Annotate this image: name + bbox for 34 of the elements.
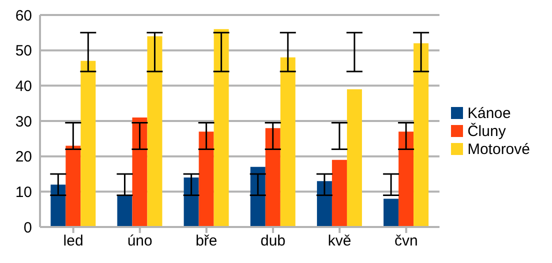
y-tick-label: 10	[15, 184, 32, 201]
bar	[117, 195, 132, 227]
legend-label: Kánoe	[467, 104, 511, 122]
y-tick-label: 60	[15, 7, 32, 24]
bar	[280, 57, 296, 227]
bar	[214, 29, 229, 227]
x-tick-label: bře	[196, 232, 218, 250]
y-tick-label: 40	[15, 78, 32, 95]
legend-label: Motorové	[467, 140, 530, 158]
bar	[250, 166, 266, 227]
bar	[132, 117, 148, 227]
bar	[50, 184, 66, 227]
x-tick-label: kvě	[328, 232, 352, 250]
y-tick-label: 30	[15, 113, 32, 130]
bar	[80, 60, 96, 227]
bar	[384, 198, 399, 227]
bar	[398, 132, 414, 227]
bar	[265, 128, 280, 227]
bar	[414, 43, 429, 227]
bar	[184, 178, 199, 227]
x-tick-label: dub	[260, 232, 286, 250]
bar	[332, 160, 347, 227]
x-tick-label: úno	[127, 232, 152, 250]
y-tick-label: 0	[24, 219, 32, 236]
bar	[147, 36, 162, 227]
legend-label: Čluny	[467, 122, 506, 140]
y-tick-label: 20	[15, 148, 32, 166]
bar	[316, 181, 332, 227]
x-tick-label: led	[63, 232, 84, 250]
bar	[198, 132, 214, 227]
bar	[346, 89, 362, 227]
bar	[66, 146, 81, 227]
x-tick-label: čvn	[394, 232, 418, 250]
y-tick-label: 50	[15, 42, 32, 60]
